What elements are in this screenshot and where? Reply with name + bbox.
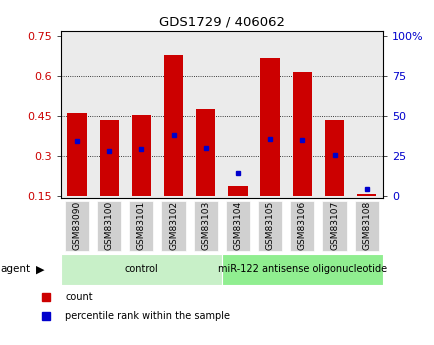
Text: control: control (124, 265, 158, 274)
Text: miR-122 antisense oligonucleotide: miR-122 antisense oligonucleotide (217, 265, 386, 274)
Text: percentile rank within the sample: percentile rank within the sample (65, 311, 230, 321)
Bar (292, 72, 311, 196)
Text: GSM83106: GSM83106 (297, 200, 306, 249)
Bar (225, 201, 250, 251)
Bar (322, 201, 346, 251)
Text: GSM83100: GSM83100 (105, 200, 113, 249)
Bar (260, 58, 279, 196)
Bar (289, 201, 314, 251)
Bar (193, 201, 217, 251)
Text: GSM83090: GSM83090 (72, 200, 81, 249)
Text: GSM83102: GSM83102 (169, 200, 178, 249)
Text: GSM83103: GSM83103 (201, 200, 210, 249)
Bar (65, 201, 89, 251)
Text: GSM83108: GSM83108 (362, 200, 370, 249)
Bar (257, 201, 282, 251)
Bar (67, 114, 86, 196)
Bar (129, 201, 153, 251)
Bar (161, 201, 185, 251)
Text: GSM83101: GSM83101 (137, 200, 145, 249)
Bar (164, 55, 183, 196)
Text: ▶: ▶ (36, 265, 44, 274)
Bar (196, 109, 215, 196)
Bar (99, 120, 118, 196)
Bar (356, 194, 375, 196)
Bar (324, 120, 343, 196)
Text: agent: agent (0, 265, 30, 274)
Text: GSM83107: GSM83107 (329, 200, 338, 249)
Text: GSM83104: GSM83104 (233, 200, 242, 249)
Bar (354, 201, 378, 251)
Text: GSM83105: GSM83105 (265, 200, 274, 249)
Bar (61, 254, 221, 285)
Text: count: count (65, 292, 93, 302)
Bar (97, 201, 121, 251)
Bar (132, 115, 151, 196)
Bar (228, 186, 247, 196)
Bar (221, 254, 382, 285)
Title: GDS1729 / 406062: GDS1729 / 406062 (158, 16, 284, 29)
